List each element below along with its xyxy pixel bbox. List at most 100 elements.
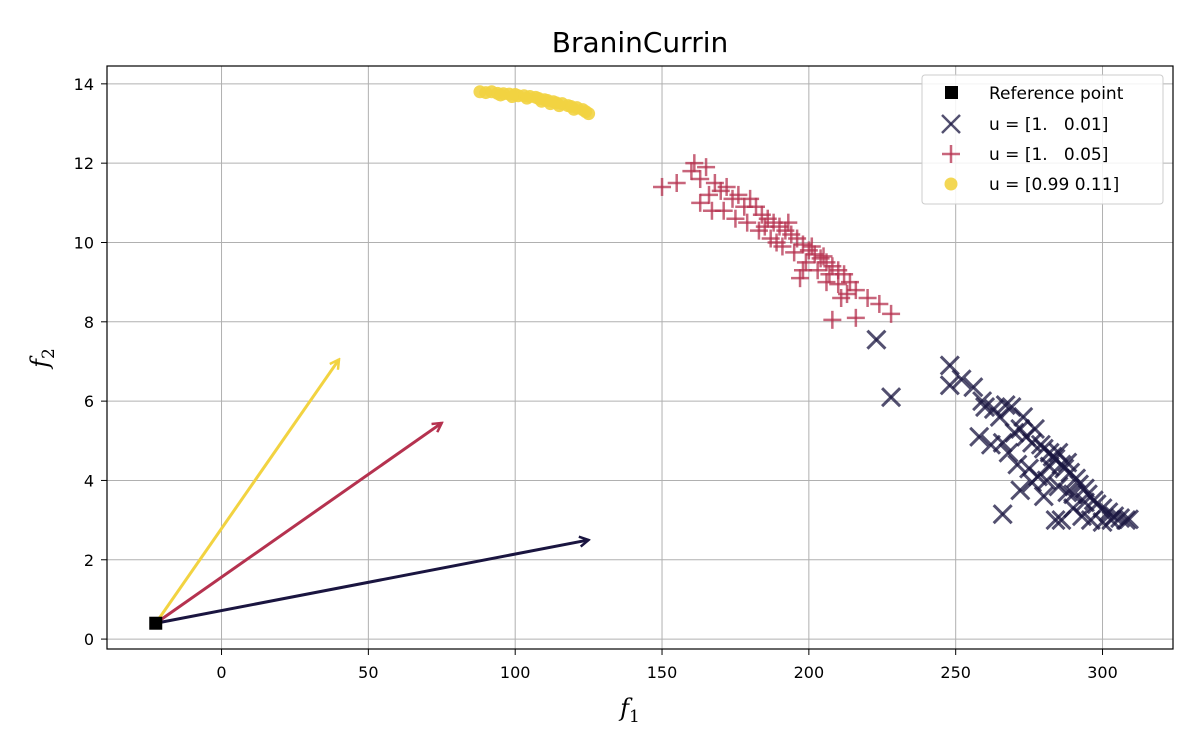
data-point-plus-marker [755, 217, 774, 236]
data-point-plus-marker [691, 170, 710, 189]
data-point-plus-marker [846, 281, 865, 300]
data-point-x-marker [995, 395, 1016, 416]
y-tick-label: 0 [84, 630, 94, 649]
data-point-plus-marker [691, 193, 710, 212]
x-axis-label: f1 [618, 694, 640, 727]
data-point-x-marker [998, 442, 1019, 463]
y-tick-label: 12 [74, 154, 94, 173]
data-point-x-marker [992, 432, 1013, 453]
y-tick-label: 10 [74, 233, 94, 252]
data-point-x-marker [1024, 418, 1046, 439]
data-point-plus-marker [700, 185, 719, 204]
data-point-x-marker [951, 369, 972, 390]
data-point-plus-marker [717, 177, 736, 196]
data-point-dot [505, 90, 519, 104]
data-point-x-marker [974, 397, 996, 418]
legend-series-2-marker [942, 145, 960, 163]
data-point-plus-marker [779, 213, 798, 232]
preference-arrows [154, 359, 589, 625]
data-point-x-marker [1045, 510, 1066, 531]
x-tick-label: 200 [794, 663, 825, 682]
x-tick-label: 250 [940, 663, 971, 682]
data-point-x-marker [1057, 452, 1078, 473]
legend-reference-marker [945, 86, 958, 99]
data-point-x-marker [1039, 456, 1060, 477]
reference-point-marker [149, 616, 163, 630]
data-point-x-marker [1048, 476, 1069, 497]
data-point-x-marker [969, 426, 990, 447]
data-point-dot [582, 107, 596, 121]
data-point-plus-marker [697, 158, 716, 177]
data-point-dot [494, 88, 508, 102]
data-point-x-marker [1115, 510, 1137, 531]
data-point-plus-marker [785, 243, 804, 262]
series-3 [473, 85, 596, 121]
data-point-plus-marker [858, 289, 877, 308]
data-point-x-marker [1074, 492, 1095, 513]
data-point-plus-marker [767, 233, 786, 252]
y-axis-label: f2 [26, 348, 59, 370]
x-tick-label: 50 [358, 663, 378, 682]
preference-arrow-3 [155, 540, 589, 625]
data-point-x-marker [1118, 509, 1140, 530]
preference-arrow-2 [154, 423, 442, 625]
data-point-x-marker [963, 377, 984, 398]
data-point-plus-marker [685, 154, 704, 173]
data-point-dot [520, 91, 534, 105]
data-point-plus-marker [832, 289, 851, 308]
data-point-x-marker [1021, 472, 1043, 493]
data-point-x-marker [1063, 484, 1084, 505]
y-tick-label: 2 [84, 551, 94, 570]
data-point-plus-marker [653, 177, 672, 196]
legend-series-2-label: u = [1. 0.05] [989, 145, 1108, 165]
data-point-plus-marker [823, 310, 842, 329]
data-point-dot [543, 97, 557, 111]
data-point-plus-marker [793, 261, 812, 280]
data-point-plus-marker [846, 308, 865, 327]
x-tick-label: 150 [647, 663, 678, 682]
data-point-x-marker [1010, 480, 1031, 501]
x-tick-label: 300 [1087, 663, 1118, 682]
legend-reference-label: Reference point [989, 84, 1124, 104]
data-point-plus-marker [714, 201, 733, 220]
chart-title: BraninCurrin [552, 26, 729, 59]
data-point-plus-marker [726, 209, 745, 228]
data-point-plus-marker [729, 185, 748, 204]
legend-series-1-marker [941, 114, 961, 134]
plot-frame [106, 65, 1174, 650]
preference-arrow-1 [154, 359, 339, 625]
x-tick-label: 100 [500, 663, 531, 682]
data-point-x-marker [972, 391, 993, 412]
data-point-x-marker [939, 355, 960, 376]
data-point-plus-marker [796, 253, 815, 272]
legend-series-1-label: u = [1. 0.01] [989, 115, 1108, 135]
y-tick-label: 14 [74, 75, 94, 94]
data-point-plus-marker [817, 273, 836, 292]
data-point-x-marker [992, 504, 1013, 525]
data-point-plus-marker [738, 213, 757, 232]
y-tick-label: 4 [84, 471, 94, 490]
data-point-x-marker [1057, 482, 1078, 503]
legend: Reference point u = [1. 0.01] u = [1. 0.… [921, 74, 1164, 205]
reference-point-layer [149, 616, 163, 630]
data-point-x-marker [881, 387, 902, 408]
x-axis-ticks: 0 50 100 150 200 250 300 [216, 649, 1118, 682]
x-axis-label-sub: 1 [629, 707, 640, 727]
y-axis-label-sub: 2 [39, 348, 59, 359]
legend-frame [921, 74, 1164, 205]
series-2 [653, 154, 901, 329]
data-point-dot [567, 102, 581, 116]
data-point-plus-marker [870, 294, 889, 313]
data-point-plus-marker [882, 304, 901, 323]
data-point-plus-marker [791, 269, 810, 288]
data-point-x-marker [866, 329, 887, 350]
data-point-plus-marker [814, 247, 833, 266]
scatter-series [473, 85, 1140, 533]
data-point-x-marker [1033, 486, 1054, 507]
data-point-plus-marker [682, 162, 701, 181]
data-point-x-marker [1007, 454, 1028, 475]
series-1 [866, 329, 1140, 533]
legend-series-3-label: u = [0.99 0.11] [989, 175, 1119, 195]
data-point-plus-marker [829, 275, 848, 294]
